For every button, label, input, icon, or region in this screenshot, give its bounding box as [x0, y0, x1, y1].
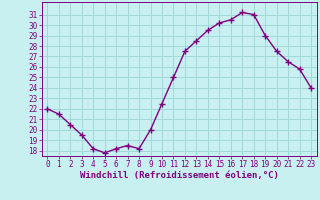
X-axis label: Windchill (Refroidissement éolien,°C): Windchill (Refroidissement éolien,°C): [80, 171, 279, 180]
